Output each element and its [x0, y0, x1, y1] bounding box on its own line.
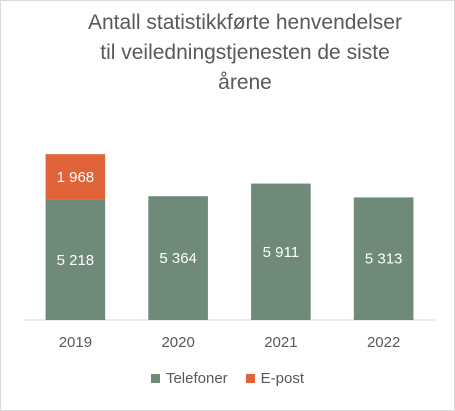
legend-label-telefoner: Telefoner: [165, 370, 228, 387]
legend-swatch-telefoner: [150, 374, 160, 383]
x-tick-label-2022: 2022: [367, 334, 400, 351]
bar-e-post-2019: [45, 154, 106, 200]
x-tick-label-2019: 2019: [59, 334, 92, 351]
data-label-e-post-2019: 1 968: [57, 169, 95, 186]
legend-item-telefoner: Telefoner: [150, 370, 228, 387]
bar-telefoner-2022: [353, 197, 414, 320]
x-tick-label-2021: 2021: [264, 334, 297, 351]
bar-telefoner-2020: [148, 196, 208, 320]
chart-title: Antall statistikkførte henvendelser til …: [88, 11, 402, 94]
legend-swatch-e-post: [245, 374, 255, 383]
data-label-telefoner-2021: 5 911: [263, 244, 299, 261]
data-label-telefoner-2020: 5 364: [159, 250, 197, 267]
legend-label-e-post: E-post: [260, 370, 305, 387]
bar-telefoner-2019: [45, 199, 106, 320]
data-label-telefoner-2022: 5 313: [365, 251, 403, 268]
legend: Telefoner E-post: [0, 370, 455, 387]
legend-item-e-post: E-post: [245, 370, 305, 387]
bar-telefoner-2021: [251, 183, 311, 320]
data-label-telefoner-2019: 5 218: [57, 252, 95, 269]
x-tick-label-2020: 2020: [161, 334, 194, 351]
